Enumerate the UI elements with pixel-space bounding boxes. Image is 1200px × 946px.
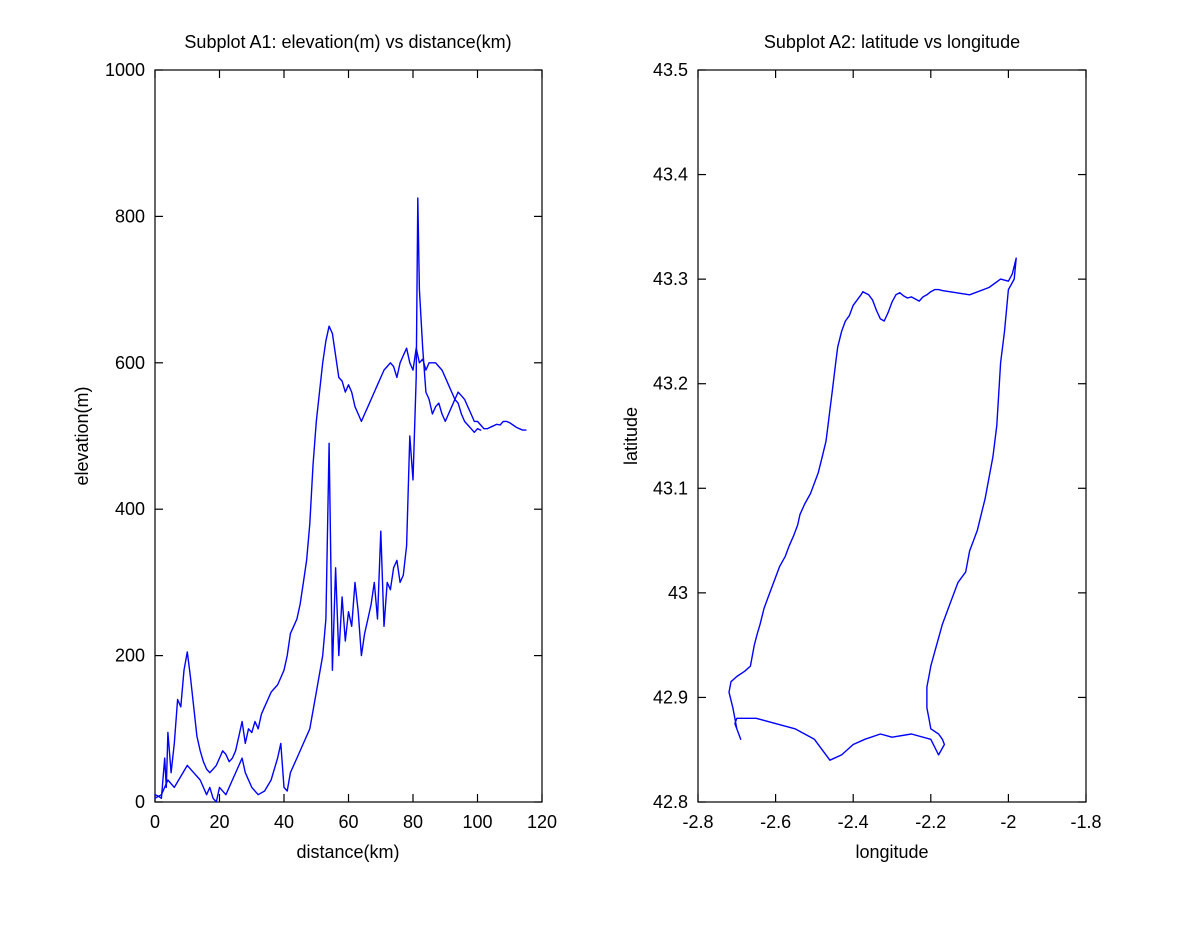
subplot-a1-xtick-label: 80 xyxy=(403,812,423,832)
subplot-a1-xtick-label: 120 xyxy=(527,812,557,832)
subplot-a2-ytick-label: 42.9 xyxy=(653,687,688,707)
subplot-a1-ytick-label: 1000 xyxy=(105,60,145,80)
subplot-a2-series-line-1 xyxy=(728,257,1017,761)
subplot-a1-series-line-1 xyxy=(154,325,527,799)
subplot-a2-ytick-label: 43.2 xyxy=(653,374,688,394)
subplot-a2-title: Subplot A2: latitude vs longitude xyxy=(764,32,1020,52)
subplot-a2-xtick-label: -1.8 xyxy=(1070,812,1101,832)
subplot-a2-xlabel: longitude xyxy=(855,842,928,862)
subplot-a1-xtick-label: 100 xyxy=(462,812,492,832)
subplot-a1-ytick-label: 200 xyxy=(115,646,145,666)
subplot-a2-ytick-label: 43.1 xyxy=(653,478,688,498)
subplot-a1-xtick-label: 60 xyxy=(338,812,358,832)
subplot-a1-xtick-label: 20 xyxy=(209,812,229,832)
subplot-a1-xlabel: distance(km) xyxy=(296,842,399,862)
subplot-a2-ytick-label: 43.3 xyxy=(653,269,688,289)
subplot-a2-frame xyxy=(697,69,1087,803)
subplot-a2-ytick-label: 43 xyxy=(668,583,688,603)
subplot-a2-ytick-label: 42.8 xyxy=(653,792,688,812)
subplot-a2-lines xyxy=(728,257,1017,761)
subplot-a2-xtick-label: -2.8 xyxy=(682,812,713,832)
subplot-a1-ytick-label: 800 xyxy=(115,206,145,226)
subplot-a1-xtick-label: 40 xyxy=(274,812,294,832)
subplot-a1-frame xyxy=(154,69,543,803)
subplot-a1-series-line-2 xyxy=(154,197,482,803)
subplot-a1-xtick-label: 0 xyxy=(150,812,160,832)
subplot-a2-xtick-label: -2.2 xyxy=(915,812,946,832)
subplot-a2: Subplot A2: latitude vs longitude longit… xyxy=(621,32,1102,862)
subplot-a2-ticks: -2.8 -2.6 -2.4 -2.2 -2 -1.8 42.8 42.9 43 43.1 43.2… xyxy=(653,60,1102,832)
subplot-a2-ylabel: latitude xyxy=(621,407,641,465)
subplot-a1-ytick-label: 0 xyxy=(135,792,145,812)
subplot-a1-ticks: 0 20 40 60 80 100 120 0 200 400 600 800 1000 xyxy=(105,60,557,832)
subplot-a2-ytick-label: 43.5 xyxy=(653,60,688,80)
subplot-a1: Subplot A1: elevation(m) vs distance(km)… xyxy=(72,32,557,862)
subplot-a2-xtick-label: -2.4 xyxy=(838,812,869,832)
subplot-a1-ylabel: elevation(m) xyxy=(72,386,92,485)
subplot-a1-ytick-label: 600 xyxy=(115,353,145,373)
subplot-a1-lines xyxy=(154,197,527,803)
subplot-a2-ytick-label: 43.4 xyxy=(653,165,688,185)
subplot-a2-xtick-label: -2 xyxy=(1000,812,1016,832)
subplot-a1-title: Subplot A1: elevation(m) vs distance(km) xyxy=(184,32,511,52)
subplot-a2-xtick-label: -2.6 xyxy=(760,812,791,832)
subplot-a1-ytick-label: 400 xyxy=(115,499,145,519)
